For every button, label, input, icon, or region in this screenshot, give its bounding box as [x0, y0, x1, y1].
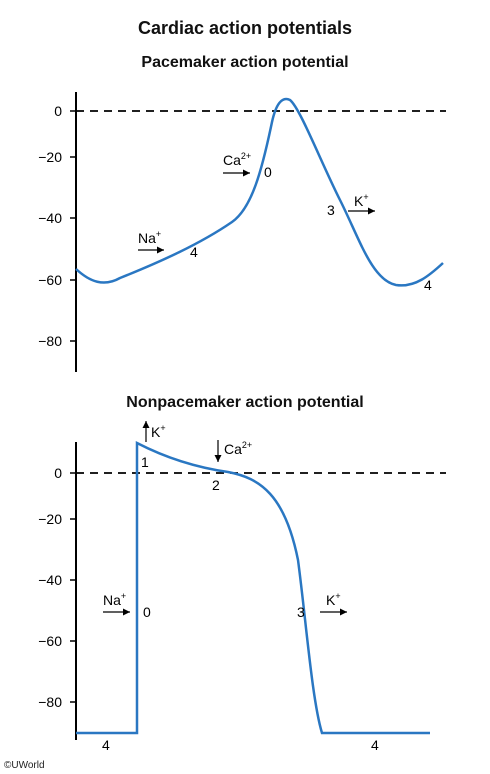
nonpacemaker-chart-title: Nonpacemaker action potential: [126, 394, 364, 411]
nonpacemaker-trace: [76, 440, 430, 735]
pacemaker-ytick-0: 0: [54, 103, 62, 119]
pacemaker-ytick-minus80: −80: [38, 333, 62, 349]
pacemaker-ion-ca: Ca2+: [223, 151, 251, 168]
pacemaker-y-ticks: 0 −20 −40 −60 −80: [38, 103, 62, 349]
nonpacemaker-ytick-0: 0: [54, 465, 62, 481]
pacemaker-phase-4-right: 4: [424, 277, 432, 293]
nonpacemaker-ytick-minus60: −60: [38, 633, 62, 649]
nonpacemaker-phase-4-left: 4: [102, 737, 110, 753]
nonpacemaker-ytick-minus20: −20: [38, 511, 62, 527]
pacemaker-phase-0: 0: [264, 164, 272, 180]
pacemaker-ytick-minus20: −20: [38, 149, 62, 165]
page-title: Cardiac action potentials: [137, 18, 353, 38]
nonpacemaker-y-ticks: 0 −20 −40 −60 −80: [38, 465, 62, 710]
nonpacemaker-ytick-minus80: −80: [38, 694, 62, 710]
nonpacemaker-ion-ca: Ca2+: [224, 440, 252, 457]
nonpacemaker-phase-1: 1: [141, 454, 149, 470]
nonpacemaker-phase-3: 3: [297, 604, 305, 620]
nonpacemaker-phase-0: 0: [143, 604, 151, 620]
pacemaker-chart-title: Pacemaker action potential: [141, 54, 349, 71]
pacemaker-phase-4-left: 4: [190, 244, 198, 260]
pacemaker-ytick-minus60: −60: [38, 272, 62, 288]
pacemaker-phase-3: 3: [327, 202, 335, 218]
pacemaker-ytick-minus40: −40: [38, 210, 62, 226]
pacemaker-chart: 0 −20 −40 −60 −80 0 3 4 4 Na+ Ca2+ K+: [38, 92, 446, 372]
nonpacemaker-ion-k: K+: [326, 591, 341, 608]
nonpacemaker-ytick-minus40: −40: [38, 572, 62, 588]
nonpacemaker-phase-2: 2: [212, 477, 220, 493]
copyright-notice: ©UWorld: [4, 760, 45, 771]
pacemaker-ion-k: K+: [354, 192, 369, 209]
nonpacemaker-chart: 0 −20 −40 −60 −80 0 1 2 3 4 4 Na+ K+ Ca2…: [38, 421, 446, 753]
nonpacemaker-ion-k-efflux: K+: [151, 423, 166, 440]
nonpacemaker-phase-4-right: 4: [371, 737, 379, 753]
pacemaker-trace: [75, 97, 444, 287]
nonpacemaker-ion-na: Na+: [103, 591, 126, 608]
pacemaker-ion-na: Na+: [138, 229, 161, 246]
